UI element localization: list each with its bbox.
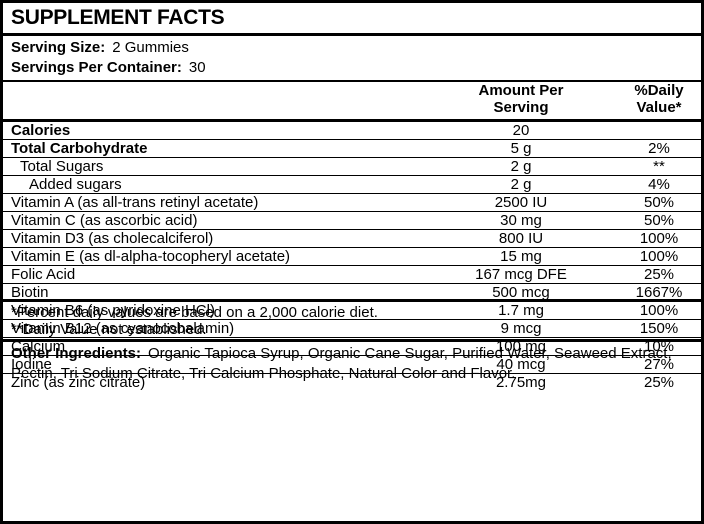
servings-per-container-label: Servings Per Container: (11, 59, 182, 76)
footnote-dv-not-established: **Daily Value not established. (11, 320, 207, 338)
nutrient-row: Biotin 500 mcg 1667% (3, 283, 701, 301)
footnotes: *Percent daily values are based on a 2,0… (3, 299, 701, 339)
daily-value-column-header: %Daily Value* (617, 82, 701, 116)
nutrient-name: Folic Acid (11, 266, 76, 283)
nutrient-daily-value: 150% (639, 320, 679, 337)
nutrient-amount: 167 mcg DFE (475, 266, 567, 283)
serving-size-value: 2 Gummies (112, 39, 189, 56)
nutrient-amount: 2 g (510, 158, 532, 175)
nutrient-rows: Calories 20 Total Carbohydrate 5 g 2% Total S… (3, 122, 701, 391)
nutrient-row: Total Carbohydrate 5 g 2% (3, 139, 701, 157)
daily-value-header-text: %Daily Value* (634, 82, 684, 116)
panel-title: SUPPLEMENT FACTS (3, 3, 701, 36)
nutrient-amount: 15 mg (500, 248, 542, 265)
nutrient-name: Vitamin B6 (as pyridoxine HCl) (11, 302, 215, 319)
nutrient-daily-value: ** (653, 158, 665, 175)
nutrient-name: Vitamin D3 (as cholecalciferol) (11, 230, 214, 247)
nutrient-name: Total Sugars (20, 158, 104, 175)
amount-header-text: Amount Per Serving (478, 82, 564, 116)
other-ingredients-value: Organic Tapioca Syrup, Organic Cane Suga… (11, 345, 672, 382)
nutrient-name: Vitamin C (as ascorbic acid) (11, 212, 198, 229)
nutrient-row: Vitamin B12 (as cyanocobalamin) 9 mcg 150% (3, 319, 701, 337)
table-header-row: Amount Per Serving %Daily Value* (3, 82, 701, 122)
nutrient-daily-value: 1667% (635, 284, 683, 301)
nutrient-daily-value: 27% (643, 356, 675, 373)
nutrient-row: Total Sugars 2 g ** (3, 157, 701, 175)
nutrient-name: Iodine (11, 356, 52, 373)
nutrient-daily-value: 2% (648, 140, 670, 157)
nutrient-row: Vitamin A (as all-trans retinyl acetate)… (3, 193, 701, 211)
nutrient-row: Iodine 40 mcg 27% (3, 355, 701, 373)
nutrient-daily-value: 25% (643, 374, 675, 391)
servings-per-container-value: 30 (188, 59, 206, 76)
nutrient-row: Zinc (as zinc citrate) 2.75mg 25% (3, 373, 701, 391)
nutrient-row: Vitamin D3 (as cholecalciferol) 800 IU 100… (3, 229, 701, 247)
nutrient-daily-value: 50% (643, 212, 675, 229)
nutrient-amount: 20 (512, 122, 530, 139)
nutrient-amount: 2.75mg (495, 374, 547, 391)
nutrient-amount: 800 IU (498, 230, 544, 247)
nutrient-amount: 500 mcg (492, 284, 550, 301)
nutrient-name: Added sugars (29, 176, 122, 193)
serving-size-label: Serving Size: (11, 39, 106, 56)
serving-info: Serving Size: 2 Gummies Servings Per Cont… (3, 36, 701, 82)
nutrient-daily-value: 4% (648, 176, 670, 193)
serving-size-line: Serving Size: 2 Gummies (11, 38, 701, 58)
nutrient-daily-value: 100% (639, 248, 679, 265)
amount-column-header: Amount Per Serving (425, 82, 617, 116)
footnote-percent-dv: *Percent daily values are based on a 2,0… (11, 304, 378, 321)
nutrient-name: Vitamin A (as all-trans retinyl acetate) (11, 194, 259, 211)
nutrient-amount: 2 g (510, 176, 532, 193)
nutrient-daily-value: 25% (643, 266, 675, 283)
nutrient-daily-value: 100% (639, 302, 679, 319)
nutrient-name: Total Carbohydrate (11, 140, 148, 157)
nutrient-amount: 100 mg (495, 338, 547, 355)
nutrient-daily-value: 10% (643, 338, 675, 355)
nutrient-name: Calcium (11, 338, 66, 355)
nutrient-row: Vitamin E (as dl-alpha-tocopheryl acetat… (3, 247, 701, 265)
nutrient-row: Calcium 100 mg 10% (3, 337, 701, 355)
nutrient-name: Vitamin E (as dl-alpha-tocopheryl acetat… (11, 248, 291, 265)
nutrient-name: Zinc (as zinc citrate) (11, 374, 146, 391)
nutrient-daily-value: 100% (639, 230, 679, 247)
nutrient-row: Calories 20 (3, 122, 701, 139)
nutrient-name: Biotin (11, 284, 49, 301)
other-ingredients: Other Ingredients: Organic Tapioca Syrup,… (3, 339, 701, 521)
servings-per-container-line: Servings Per Container: 30 (11, 58, 701, 78)
nutrient-amount: 5 g (510, 140, 532, 157)
other-ingredients-label: Other Ingredients: (11, 345, 142, 362)
nutrient-name: Vitamin B12 (as cyanocobalamin) (11, 320, 235, 337)
nutrient-amount: 1.7 mg (498, 302, 544, 319)
nutrient-amount: 2500 IU (494, 194, 548, 211)
nutrient-daily-value: 50% (643, 194, 675, 211)
nutrient-amount: 40 mcg (496, 356, 546, 373)
nutrient-name: Calories (11, 122, 71, 139)
nutrient-amount: 9 mcg (500, 320, 542, 337)
nutrient-row: Folic Acid 167 mcg DFE 25% (3, 265, 701, 283)
nutrient-row: Vitamin C (as ascorbic acid) 30 mg 50% (3, 211, 701, 229)
nutrient-row: Added sugars 2 g 4% (3, 175, 701, 193)
nutrient-amount: 30 mg (500, 212, 542, 229)
